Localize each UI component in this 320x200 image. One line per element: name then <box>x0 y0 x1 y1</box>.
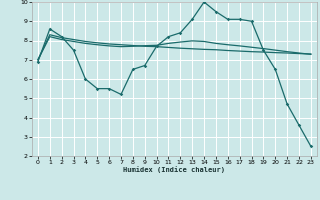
X-axis label: Humidex (Indice chaleur): Humidex (Indice chaleur) <box>124 167 225 173</box>
